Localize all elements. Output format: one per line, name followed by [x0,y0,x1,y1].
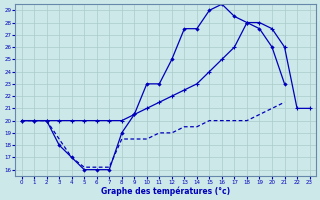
X-axis label: Graphe des températures (°c): Graphe des températures (°c) [101,186,230,196]
